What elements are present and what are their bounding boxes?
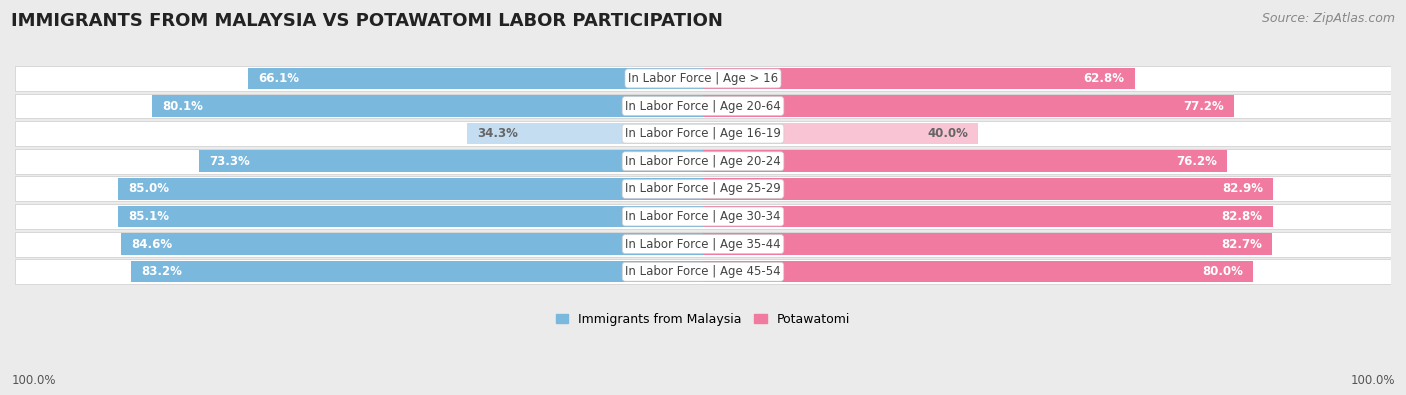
Bar: [15, 66, 1391, 91]
Bar: [15, 204, 1391, 229]
Bar: [15, 259, 1391, 284]
Text: 82.8%: 82.8%: [1222, 210, 1263, 223]
Bar: [703, 123, 979, 145]
Bar: [703, 178, 1274, 199]
Text: 73.3%: 73.3%: [209, 155, 250, 168]
Bar: [121, 233, 703, 255]
Text: 84.6%: 84.6%: [131, 238, 173, 250]
Bar: [152, 95, 703, 117]
Bar: [15, 121, 1391, 146]
Text: In Labor Force | Age 45-54: In Labor Force | Age 45-54: [626, 265, 780, 278]
Text: 85.0%: 85.0%: [128, 182, 170, 196]
Text: In Labor Force | Age 20-64: In Labor Force | Age 20-64: [626, 100, 780, 113]
Text: In Labor Force | Age 35-44: In Labor Force | Age 35-44: [626, 238, 780, 250]
Text: In Labor Force | Age 25-29: In Labor Force | Age 25-29: [626, 182, 780, 196]
Text: In Labor Force | Age 30-34: In Labor Force | Age 30-34: [626, 210, 780, 223]
Bar: [249, 68, 703, 89]
Text: 40.0%: 40.0%: [927, 127, 967, 140]
Bar: [118, 178, 703, 199]
Text: IMMIGRANTS FROM MALAYSIA VS POTAWATOMI LABOR PARTICIPATION: IMMIGRANTS FROM MALAYSIA VS POTAWATOMI L…: [11, 12, 723, 30]
Text: 62.8%: 62.8%: [1084, 72, 1125, 85]
Text: 76.2%: 76.2%: [1175, 155, 1218, 168]
Text: 66.1%: 66.1%: [259, 72, 299, 85]
Text: 77.2%: 77.2%: [1182, 100, 1223, 113]
Text: 100.0%: 100.0%: [1350, 374, 1395, 387]
Bar: [15, 149, 1391, 174]
Text: 100.0%: 100.0%: [11, 374, 56, 387]
Text: 34.3%: 34.3%: [477, 127, 519, 140]
Bar: [703, 150, 1227, 172]
Text: 85.1%: 85.1%: [128, 210, 169, 223]
Bar: [131, 261, 703, 282]
Bar: [703, 68, 1135, 89]
Bar: [467, 123, 703, 145]
Text: 80.1%: 80.1%: [162, 100, 202, 113]
Text: 82.7%: 82.7%: [1220, 238, 1261, 250]
Bar: [15, 232, 1391, 256]
Bar: [198, 150, 703, 172]
Text: 80.0%: 80.0%: [1202, 265, 1243, 278]
Bar: [703, 233, 1272, 255]
Bar: [703, 261, 1253, 282]
Bar: [703, 206, 1272, 227]
Text: In Labor Force | Age 20-24: In Labor Force | Age 20-24: [626, 155, 780, 168]
Bar: [15, 94, 1391, 118]
Text: In Labor Force | Age > 16: In Labor Force | Age > 16: [628, 72, 778, 85]
Legend: Immigrants from Malaysia, Potawatomi: Immigrants from Malaysia, Potawatomi: [551, 308, 855, 331]
Bar: [703, 95, 1234, 117]
Text: Source: ZipAtlas.com: Source: ZipAtlas.com: [1261, 12, 1395, 25]
Bar: [118, 206, 703, 227]
Text: In Labor Force | Age 16-19: In Labor Force | Age 16-19: [626, 127, 780, 140]
Text: 83.2%: 83.2%: [141, 265, 181, 278]
Bar: [15, 177, 1391, 201]
Text: 82.9%: 82.9%: [1222, 182, 1263, 196]
